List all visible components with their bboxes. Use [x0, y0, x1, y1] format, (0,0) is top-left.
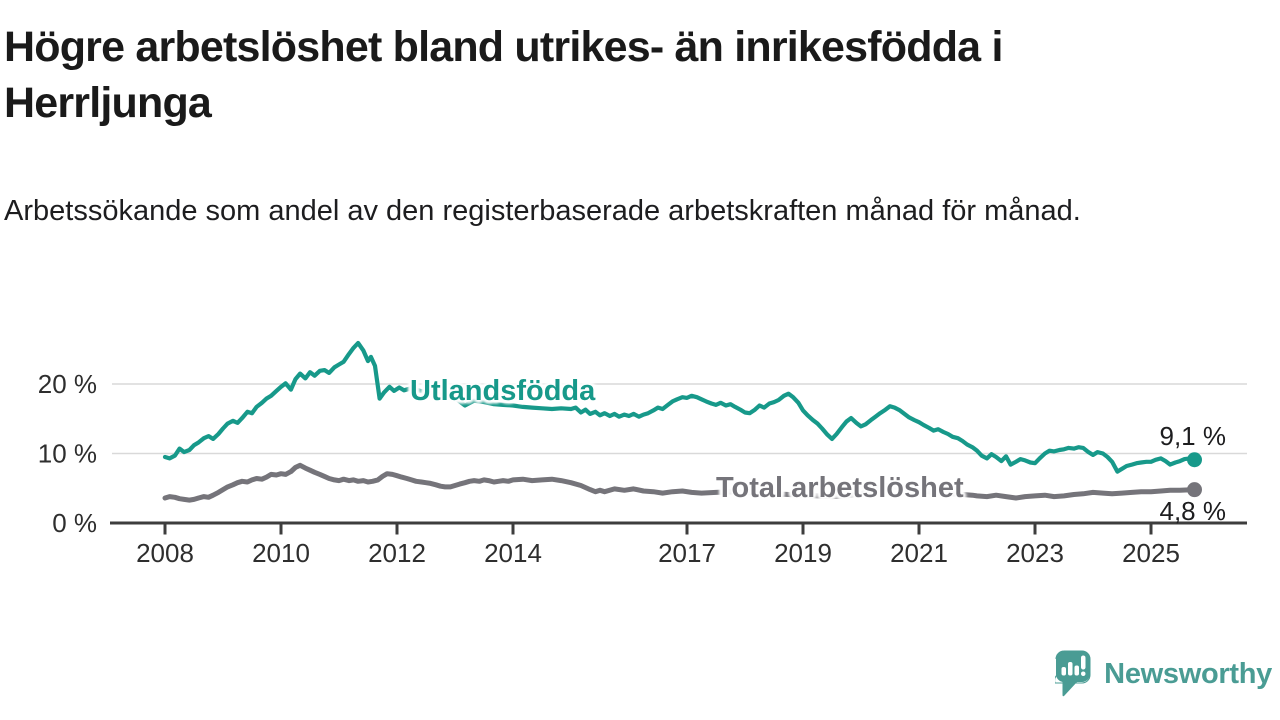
chart-subtitle: Arbetssökande som andel av den registerb… — [4, 195, 1081, 227]
y-tick-label: 10 % — [38, 439, 97, 469]
logo-exclamation-bar — [1081, 655, 1086, 670]
x-tick-label: 2025 — [1122, 538, 1180, 568]
end-value-label-utlandsfodda: 9,1 % — [1159, 421, 1227, 451]
x-tick-label: 2008 — [136, 538, 194, 568]
x-tick-label: 2019 — [774, 538, 832, 568]
x-tick-label: 2014 — [484, 538, 542, 568]
y-tick-label: 0 % — [52, 508, 97, 538]
x-tick-label: 2010 — [252, 538, 310, 568]
newsworthy-speech-bubble-chart-icon — [1055, 650, 1091, 697]
logo-exclamation-dot — [1081, 671, 1086, 676]
series-label-utlandsfodda: Utlandsfödda — [410, 375, 596, 407]
x-tick-label: 2017 — [658, 538, 716, 568]
series-line-total-arbetsloshet — [162, 462, 1197, 503]
x-tick-label: 2023 — [1006, 538, 1064, 568]
x-tick-label: 2012 — [368, 538, 426, 568]
series-endpoint-dot-utlandsfodda — [1187, 452, 1202, 468]
page-title: Högre arbetslöshet bland utrikes- än inr… — [4, 23, 1003, 127]
end-value-label-total: 4,8 % — [1159, 496, 1227, 526]
series-line-utlandsfodda — [162, 340, 1197, 474]
newsworthy-logo: Newsworthy — [1055, 650, 1272, 698]
series-label-total-arbetsloshet: Total arbetslöshet — [716, 472, 964, 504]
newsworthy-wordmark: Newsworthy — [1104, 657, 1272, 690]
y-tick-label: 20 % — [38, 369, 97, 399]
logo-bar-chart-glyph — [1061, 655, 1086, 676]
x-tick-label: 2021 — [890, 538, 948, 568]
series-endpoint-dot-total-arbetsloshet — [1187, 482, 1202, 498]
